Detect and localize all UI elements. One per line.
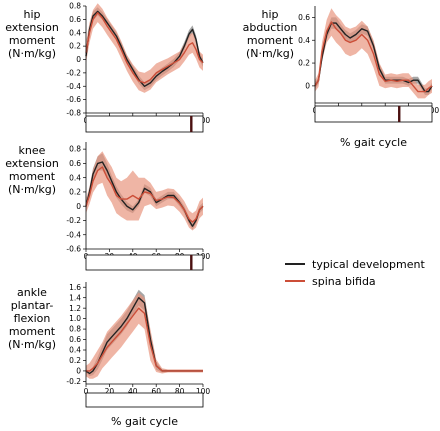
panel-title-line: hip <box>261 8 278 21</box>
y-tick-label: 0.4 <box>69 28 81 37</box>
panel-title-line: ankle <box>17 286 47 299</box>
series-line-typical-development <box>85 10 204 88</box>
y-tick-label: 1.4 <box>69 293 81 302</box>
panel-title-line: (N·m/kg) <box>246 47 294 60</box>
y-tick-label: 0 <box>76 202 81 211</box>
series-line-spina-bifida <box>85 11 204 84</box>
y-tick-label: 0.6 <box>298 13 310 22</box>
x-tick-label: 40 <box>128 387 138 396</box>
panel-title-line: plantar- <box>11 299 54 312</box>
series-line-typical-development <box>85 161 204 227</box>
y-tick-label: 0.8 <box>69 325 81 334</box>
y-tick-label: -0.6 <box>66 245 81 254</box>
x-tick-label: 60 <box>151 387 161 396</box>
y-tick-label: 0.8 <box>69 2 81 11</box>
chart-panel-2: hipabductionmoment(N·m/kg)0.60.40.200204… <box>243 6 439 149</box>
y-tick-label: -0.2 <box>66 377 81 386</box>
y-tick-label: -0.2 <box>66 216 81 225</box>
panel-title-line: hip <box>23 8 40 21</box>
y-tick-label: 0.6 <box>69 15 81 24</box>
panel-title-line: knee <box>19 144 46 157</box>
y-tick-label: -0.2 <box>66 68 81 77</box>
panel-title-line: moment <box>9 325 56 338</box>
panel-title-line: extension <box>5 21 59 34</box>
y-tick-label: 0.2 <box>298 59 310 68</box>
y-tick-label: 0.2 <box>69 42 81 51</box>
y-tick-label: 0 <box>305 81 310 90</box>
x-tick-label: 100 <box>196 387 211 396</box>
legend: typical development spina bifida <box>285 258 425 288</box>
y-tick-label: 0.2 <box>69 356 81 365</box>
y-tick-label: 0.8 <box>69 145 81 154</box>
panel-title-line: (N·m/kg) <box>8 338 56 351</box>
y-tick-label: -0.4 <box>66 82 81 91</box>
y-tick-label: 1.6 <box>69 283 81 292</box>
significance-marker <box>190 255 193 270</box>
panel-title-line: moment <box>9 170 56 183</box>
panel-title-line: flexion <box>14 312 51 325</box>
band-spina-bifida <box>86 3 203 93</box>
panel-title-line: (N·m/kg) <box>8 47 56 60</box>
y-tick-label: 1.0 <box>69 314 81 323</box>
y-tick-label: 0.6 <box>69 335 81 344</box>
y-tick-label: -0.6 <box>66 95 81 104</box>
y-tick-label: 0.4 <box>298 36 310 45</box>
series-line-spina-bifida <box>314 21 433 93</box>
y-tick-label: -0.4 <box>66 230 81 239</box>
x-tick-label: 0 <box>84 387 89 396</box>
legend-label-typical-development: typical development <box>312 258 425 271</box>
y-tick-label: -0.8 <box>66 109 81 118</box>
significance-strip <box>85 115 204 133</box>
x-tick-label: 20 <box>105 387 115 396</box>
panel-title-line: moment <box>247 34 294 47</box>
panel-title-line: (N·m/kg) <box>8 183 56 196</box>
band-spina-bifida <box>86 292 203 379</box>
significance-marker <box>190 116 193 132</box>
y-tick-label: 0.6 <box>69 159 81 168</box>
significance-marker <box>398 106 401 122</box>
significance-strip <box>85 392 204 408</box>
panel-title-line: moment <box>9 34 56 47</box>
y-tick-label: 0.2 <box>69 188 81 197</box>
panel-title-line: extension <box>5 157 59 170</box>
band-spina-bifida <box>86 151 203 231</box>
panel-title-line: abduction <box>243 21 298 34</box>
significance-strip <box>314 105 433 123</box>
y-tick-label: 0 <box>76 367 81 376</box>
series-line-spina-bifida <box>86 307 203 372</box>
x-axis-label: % gait cycle <box>340 136 407 149</box>
y-tick-label: 0.4 <box>69 173 81 182</box>
y-tick-label: 1.2 <box>69 304 81 313</box>
y-tick-label: 0.4 <box>69 346 81 355</box>
legend-label-spina-bifida: spina bifida <box>312 275 376 288</box>
significance-strip <box>85 254 204 271</box>
series-line-spina-bifida <box>85 166 204 223</box>
x-tick-label: 80 <box>175 387 185 396</box>
x-axis-label: % gait cycle <box>111 415 178 428</box>
y-tick-label: 0 <box>76 55 81 64</box>
